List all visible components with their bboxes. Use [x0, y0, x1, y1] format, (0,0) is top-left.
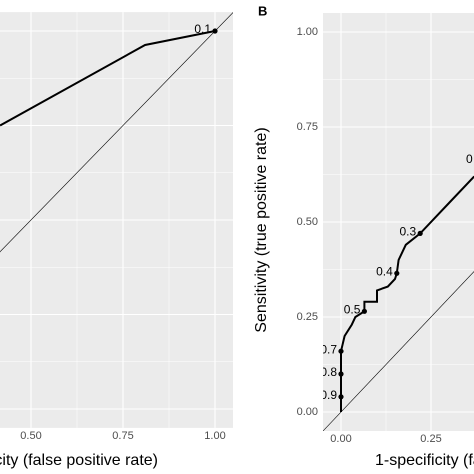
y-tick-label: 1.00 [297, 26, 318, 38]
x-tick-label: 0.25 [420, 433, 441, 445]
x-axis-title: 1-specificity (false positive rate) [0, 452, 158, 469]
y-axis-title: Sensitivity (true positive rate) [253, 127, 270, 332]
y-tick-label: 0.50 [297, 216, 318, 228]
threshold-point [212, 28, 218, 34]
x-tick-label: 0.50 [20, 430, 41, 442]
labels: 0.500.751.001-specificity (false positiv… [0, 3, 474, 469]
roc-line [340, 175, 474, 412]
reference-diagonal [323, 271, 474, 431]
x-axis-title: 1-specificity (false positive rate) [375, 452, 474, 469]
threshold-label: 0 [466, 152, 473, 166]
threshold-point [361, 308, 367, 314]
panel-a: 0.1 [0, 12, 233, 428]
threshold-point [338, 394, 344, 400]
threshold-label: 0.9 [320, 388, 337, 402]
panel-b: 0.9 0.8 0.7 0.5 0.4 0.3 [320, 13, 474, 431]
threshold-label: 0.1 [194, 22, 211, 36]
threshold-label: 0.4 [376, 264, 393, 278]
roc-line [0, 30, 216, 127]
y-tick-label: 0.75 [297, 121, 318, 133]
threshold-label: 0.8 [320, 365, 337, 379]
threshold-label: 0.5 [344, 302, 361, 316]
threshold-point [417, 230, 423, 236]
y-tick-label: 0.25 [297, 311, 318, 323]
threshold-label: 0.7 [320, 342, 337, 356]
x-tick-label: 0.75 [112, 430, 133, 442]
reference-diagonal [0, 12, 233, 253]
threshold-point [394, 270, 400, 276]
threshold-point [338, 348, 344, 354]
x-tick-label: 0.00 [330, 433, 351, 445]
panel-label: B [258, 3, 267, 18]
threshold-point [338, 371, 344, 377]
x-tick-label: 1.00 [204, 430, 225, 442]
threshold-label: 0.3 [400, 225, 417, 239]
y-tick-label: 0.00 [297, 406, 318, 418]
